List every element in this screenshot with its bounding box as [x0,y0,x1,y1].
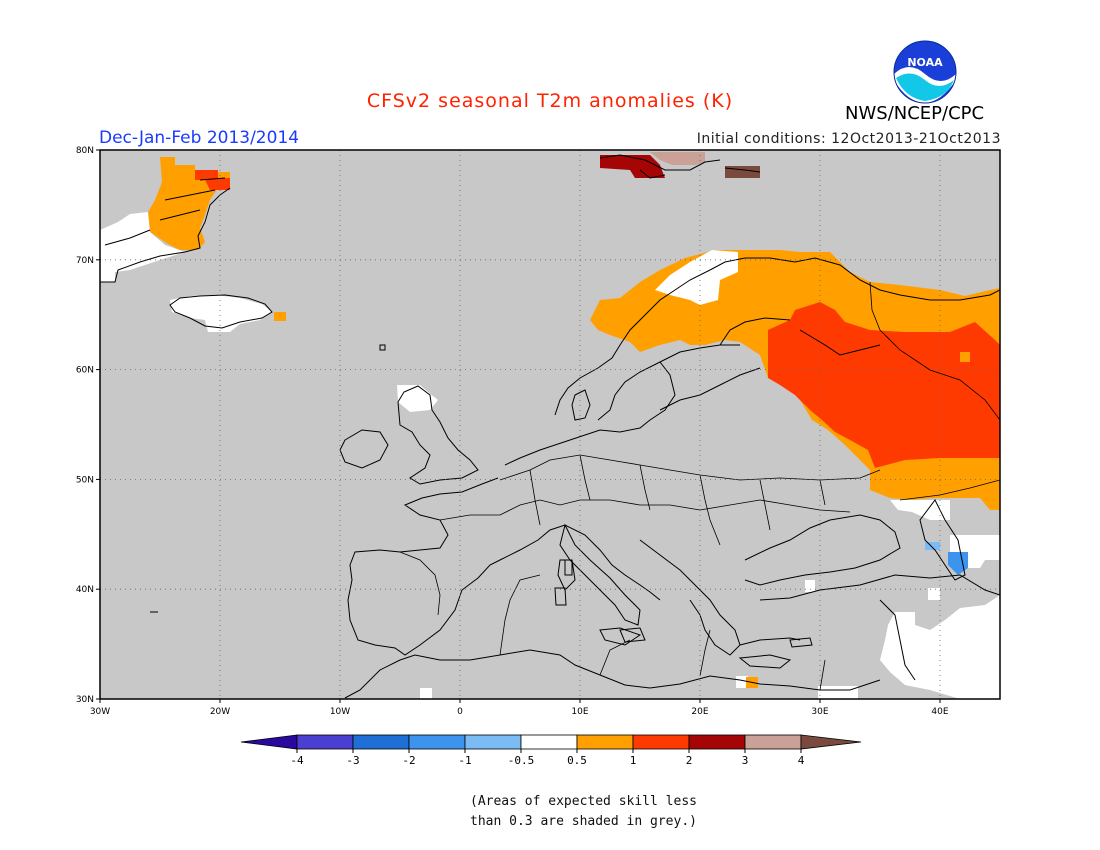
lat-tick-label: 30N [76,695,94,705]
anomaly-turkey-white-2 [928,588,940,600]
anomaly-svalbard-tan [650,152,705,165]
longitude-axis: 30W 20W 10W 0 10E 20E 30E 40E [90,699,949,717]
skill-note: (Areas of expected skill less than 0.3 a… [470,792,730,832]
lon-tick-label: 30E [811,707,828,717]
anomaly-russia-red [768,302,1000,468]
anomaly-finland-orange [735,290,760,305]
anomaly-iceland-orange [274,312,286,321]
anomaly-scandinavia-white [655,250,738,305]
season-label: Dec-Jan-Feb 2013/2014 [99,128,300,148]
lon-tick-label: 20W [210,707,230,717]
anomaly-svalbard-brown [725,166,760,178]
lat-tick-label: 60N [76,366,94,376]
anomaly-scotland-white [397,385,438,412]
anomaly-caspian-white [890,500,950,520]
skill-note-line-2: than 0.3 are shaded in grey.) [470,814,697,829]
anomaly-caspian-lightblue [925,542,940,550]
anomaly-caspian-blue [948,552,968,575]
agency-label: NWS/NCEP/CPC [845,103,985,124]
lat-tick-label: 40N [76,585,94,595]
lat-tick-label: 70N [76,256,94,266]
anomaly-iceland-white [170,295,272,332]
initial-conditions-label: Initial conditions: 12Oct2013-21Oct2013 [696,131,1001,147]
map-border [99,149,1001,700]
map-gridlines [100,150,1000,699]
noaa-logo: NOAA [893,40,957,104]
anomaly-morocco-white [420,688,432,699]
anomaly-egypt-white [818,686,858,699]
map-frame [100,150,1000,699]
anomaly-libya-white [736,676,748,688]
map-title: CFSv2 seasonal T2m anomalies (K) [366,90,734,112]
lat-tick-label: 80N [76,146,94,156]
lon-tick-label: 40E [931,707,948,717]
coastlines [100,154,1000,699]
anomaly-caspian-white-2 [950,535,1000,568]
anomaly-shading [100,152,1000,699]
lon-tick-label: 20E [691,707,708,717]
anomaly-greenland-white [100,212,185,282]
lon-tick-label: 10W [330,707,350,717]
svg-text:NOAA: NOAA [907,56,943,69]
anomaly-turkey-white [805,580,815,592]
lon-tick-label: 10E [571,707,588,717]
lat-tick-label: 50N [76,475,94,485]
lon-tick-label: 30W [90,707,110,717]
latitude-axis: 80N 70N 60N 50N 40N 30N [76,146,100,705]
anomaly-greenland-red [195,170,230,190]
anomaly-svalbard-darkred [600,155,665,178]
lon-tick-label: 0 [457,707,463,717]
anomaly-small-orange [960,352,970,362]
skill-note-line-1: (Areas of expected skill less [470,794,697,809]
